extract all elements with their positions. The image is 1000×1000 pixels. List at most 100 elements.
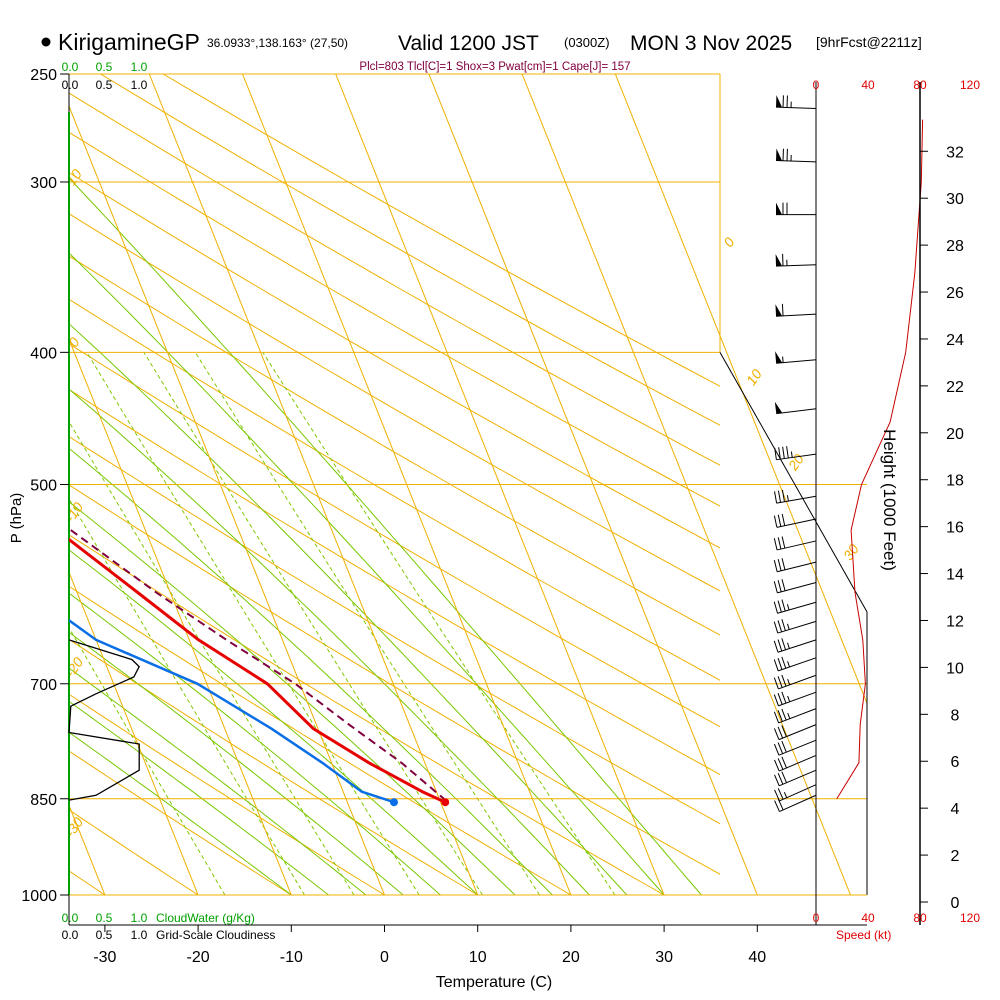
moist-adiabat xyxy=(69,388,590,895)
wind-barb xyxy=(774,769,817,787)
wind-barb-feather xyxy=(774,774,780,787)
isotherm-line xyxy=(69,337,292,895)
dry-adiabat xyxy=(69,255,720,636)
wind-barb-feather xyxy=(781,638,787,650)
mixing-ratio-line xyxy=(262,352,616,895)
wind-barb-half xyxy=(787,679,791,685)
height-tick-label: 0 xyxy=(951,895,960,912)
wind-barb xyxy=(773,656,817,672)
wind-barb-shaft xyxy=(777,601,817,614)
valid-time: Valid 1200 JST xyxy=(398,32,539,55)
wind-barb-shaft xyxy=(778,739,817,756)
mixing-ratio-label: 12 xyxy=(523,892,544,913)
isotherm-line xyxy=(0,74,12,895)
wind-barb-feather xyxy=(773,694,779,707)
p-tick-label: 700 xyxy=(30,677,57,694)
dewpoint-line xyxy=(69,618,395,804)
moist-adiabats xyxy=(69,74,720,895)
wind-barb-shaft xyxy=(776,160,817,163)
height-tick-label: 20 xyxy=(946,426,964,443)
wind-barb-feather xyxy=(773,581,778,594)
dry-adiabat xyxy=(69,585,572,895)
mixing-ratio-line xyxy=(69,626,226,895)
wind-barb-flag xyxy=(775,254,783,267)
wind-barb xyxy=(773,558,817,573)
cloudiness-line xyxy=(68,639,140,801)
dry-adiabat xyxy=(69,388,720,776)
wind-barb xyxy=(776,95,817,110)
p-tick-label: 500 xyxy=(30,478,57,495)
wind-barb-feather xyxy=(773,538,778,551)
wind-barb-feather xyxy=(773,601,779,614)
dry-adiabat xyxy=(69,171,720,549)
wind-barb-flag xyxy=(775,351,783,364)
height-tick-label: 10 xyxy=(946,660,964,677)
wind-barb xyxy=(773,579,817,594)
wind-barb-feather xyxy=(777,742,784,754)
wind-barb-feather xyxy=(777,490,782,503)
dewpoint-surface-marker xyxy=(389,798,398,807)
wind-barb-feather xyxy=(777,514,782,527)
wind-barb-feather xyxy=(773,743,780,756)
mixing-ratio-label: 2 xyxy=(288,898,304,913)
wind-barb-flag xyxy=(776,95,783,108)
isotherm-line xyxy=(335,74,665,895)
wind-barb-feather xyxy=(781,536,786,549)
wind-speed-bottom-tick: 40 xyxy=(861,911,875,925)
y-axis-title: P (hPa) xyxy=(8,493,25,544)
moist-adiabat xyxy=(69,592,441,895)
cloudwater-bottom-tick: 0.5 xyxy=(96,911,113,925)
isotherm-line xyxy=(242,74,572,895)
wind-barb-half xyxy=(787,695,791,702)
wind-barb-feather xyxy=(773,621,779,634)
wind-barb-feather xyxy=(774,800,780,812)
wind-barb-flag xyxy=(774,401,783,414)
wind-barb-half xyxy=(787,642,790,649)
isotherm-label: -20 xyxy=(62,654,87,680)
wind-barb-feather xyxy=(782,446,785,459)
wind-barb-shaft xyxy=(776,408,817,415)
wind-barb-shaft xyxy=(778,754,817,772)
wind-barb-feather xyxy=(773,659,779,672)
wind-barb-feather xyxy=(777,758,784,770)
wind-speed-bottom-tick: 0 xyxy=(813,911,820,925)
wind-barb-feather xyxy=(781,725,787,737)
isotherm-label: 0 xyxy=(65,334,83,350)
height-tick-label: 18 xyxy=(946,473,964,490)
height-tick-label: 16 xyxy=(946,520,964,537)
wind-barb-feather xyxy=(781,619,786,631)
cloudiness-bottom-tick: 1.0 xyxy=(131,928,148,942)
dry-adiabat xyxy=(69,638,478,895)
dry-adiabat xyxy=(69,809,199,895)
mixing-ratio-label: 8 xyxy=(465,898,481,913)
wind-speed-bottom-tick: 120 xyxy=(960,911,980,925)
wind-barb-feather xyxy=(773,711,780,724)
isotherm-label: 20 xyxy=(784,451,807,474)
x-tick-label: 30 xyxy=(655,949,673,966)
isotherm-label: 10 xyxy=(743,366,765,388)
height-tick-label: 24 xyxy=(946,332,964,349)
wind-barb xyxy=(773,536,817,551)
station-name: KirigamineGP xyxy=(58,29,200,55)
wind-barb xyxy=(774,401,817,415)
wind-barb-feather xyxy=(774,447,777,460)
wind-barb-feather xyxy=(777,580,782,592)
wind-barb-feather xyxy=(781,740,787,753)
valid-date: MON 3 Nov 2025 xyxy=(630,32,792,55)
wind-barb-shaft xyxy=(777,561,817,573)
moist-adiabat xyxy=(69,700,329,895)
wind-barb-shaft xyxy=(776,264,817,267)
isotherm-line xyxy=(69,104,385,895)
dry-adiabat xyxy=(69,484,720,875)
wind-barb-half xyxy=(787,712,791,719)
wind-barb-feather xyxy=(781,303,784,316)
cloudiness-top-tick: 1.0 xyxy=(131,78,148,92)
wind-barb-half xyxy=(790,451,793,458)
wind-barb-half xyxy=(782,356,784,363)
wind-barb-feather xyxy=(773,515,778,528)
wind-barb xyxy=(776,148,817,163)
cloudiness-profile xyxy=(68,112,140,895)
wind-barb xyxy=(773,724,817,741)
height-tick-label: 32 xyxy=(946,144,964,161)
x-tick-label: -10 xyxy=(280,949,303,966)
